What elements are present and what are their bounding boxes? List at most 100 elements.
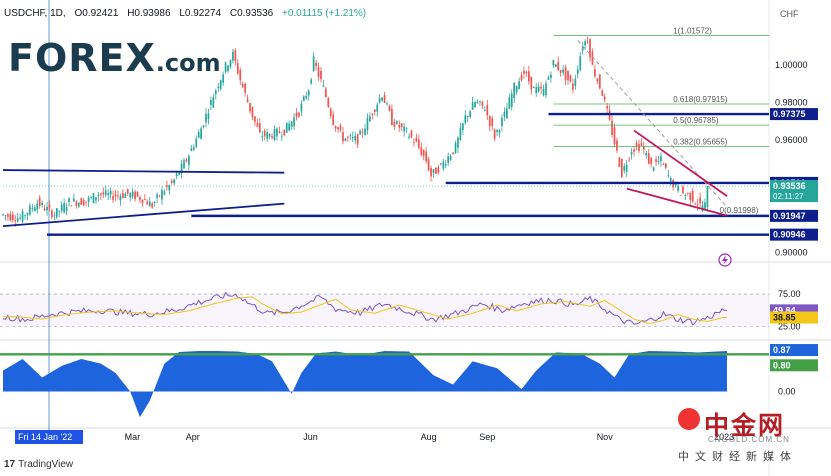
candle-body [589,39,591,58]
currency-label: CHF [780,9,799,19]
candle-body [405,128,408,130]
logo-main-text: FOREX [8,36,156,80]
candle-body [146,201,149,205]
candle-body [395,120,398,124]
candle-body [567,70,569,81]
candle-body [625,164,628,172]
candle-body [29,205,31,215]
candle-body [207,113,210,119]
candle-body [691,190,694,202]
candle-body [68,198,70,203]
candle-body [337,127,339,130]
candle-body [645,152,648,156]
candle-body [471,102,474,110]
candle-body [283,129,286,136]
trendline-wedge-upper [633,129,728,197]
candle-body [77,202,80,207]
candle-body [273,129,276,140]
indicator-value-tag-bg [770,344,818,357]
rsi-tick-label: 25.00 [778,322,801,332]
flame-logo-icon [678,408,700,430]
candle-body [369,116,371,122]
candle-body [689,192,692,201]
candle-body [161,189,163,200]
candle-body [618,157,621,167]
candle-body [620,159,623,178]
candle-body [596,78,599,82]
candle-body [486,105,489,116]
candle-body [60,204,63,211]
candle-body [222,74,224,83]
fib-level-label: 1(1.01572) [673,26,712,35]
candle-body [80,198,83,205]
candle-body [102,192,105,195]
candle-body [344,138,347,141]
level-price-tag: 0.90946 [773,230,806,240]
fib-level-label: 0(0.91998) [720,206,759,215]
candle-body [234,50,237,62]
candle-body [124,193,127,198]
candle-body [520,75,523,81]
candle-body [591,51,594,65]
candle-body [329,108,332,117]
candle-body [290,121,293,128]
symbol-label[interactable]: USDCHF, 1D, [4,8,66,19]
candle-body [606,106,609,109]
candle-body [7,214,9,217]
candle-body [398,124,401,128]
candle-body [552,60,555,66]
candle-body [151,203,154,208]
candle-body [459,127,462,141]
candle-body [48,204,51,208]
candle-body [640,143,643,146]
candle-body [351,136,354,139]
candle-body [439,163,442,165]
candle-body [31,208,34,209]
candle-body [168,185,171,191]
rsi-ma-line [3,296,727,325]
logo-suffix-text: .com [155,49,221,77]
candle-body [381,97,383,101]
candle-body [190,148,193,151]
candle-body [244,83,247,93]
price-tick-label: 0.90000 [775,247,808,257]
candle-body [496,129,498,132]
candle-body [650,157,653,164]
candle-body [266,132,269,139]
candle-body [214,90,217,95]
candle-body [268,133,271,137]
candle-body [530,76,533,90]
candle-body [481,101,484,106]
candle-body [104,190,107,195]
candle-body [432,169,435,173]
candle-body [579,56,582,70]
candle-body [9,214,12,221]
candle-body [295,112,298,117]
candle-body [383,95,386,103]
candle-body [256,122,259,127]
candle-body [528,71,530,82]
candle-body [540,86,542,89]
indicator-zero-label: 0.00 [778,387,796,397]
candle-body [156,194,158,198]
candle-body [26,212,29,216]
candle-body [581,47,584,51]
current-price-tag-bg [770,180,818,203]
candle-body [403,126,405,132]
candle-body [491,117,494,127]
watermark-domain: CNGOLD.COM.CN [708,435,790,444]
candle-body [75,201,78,206]
candle-body [97,195,100,197]
candle-body [550,74,552,78]
candle-body [14,220,17,222]
candle-body [638,144,640,151]
indicator-area [3,351,727,418]
rsi-tick-label: 75.00 [778,289,801,299]
candle-body [642,145,645,150]
candle-body [180,163,183,174]
candle-body [366,117,369,131]
candle-body [307,90,310,96]
tradingview-brand[interactable]: 17 TradingView [4,459,73,470]
candle-body [447,156,450,163]
